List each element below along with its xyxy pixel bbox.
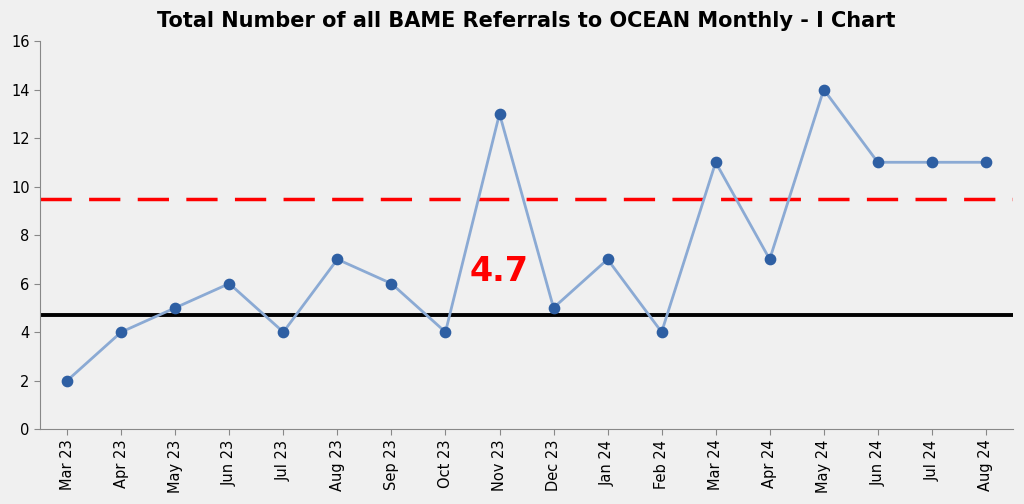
Point	[221, 280, 238, 288]
Point	[275, 328, 292, 336]
Point	[329, 255, 345, 263]
Title: Total Number of all BAME Referrals to OCEAN Monthly - I Chart: Total Number of all BAME Referrals to OC…	[158, 11, 896, 31]
Point	[167, 304, 183, 312]
Point	[978, 158, 994, 166]
Point	[546, 304, 562, 312]
Point	[492, 110, 508, 118]
Point	[762, 255, 778, 263]
Point	[59, 376, 76, 385]
Point	[437, 328, 454, 336]
Point	[383, 280, 399, 288]
Point	[653, 328, 670, 336]
Text: 4.7: 4.7	[470, 255, 529, 288]
Point	[599, 255, 615, 263]
Point	[815, 86, 831, 94]
Point	[924, 158, 940, 166]
Point	[708, 158, 724, 166]
Point	[113, 328, 129, 336]
Point	[869, 158, 886, 166]
